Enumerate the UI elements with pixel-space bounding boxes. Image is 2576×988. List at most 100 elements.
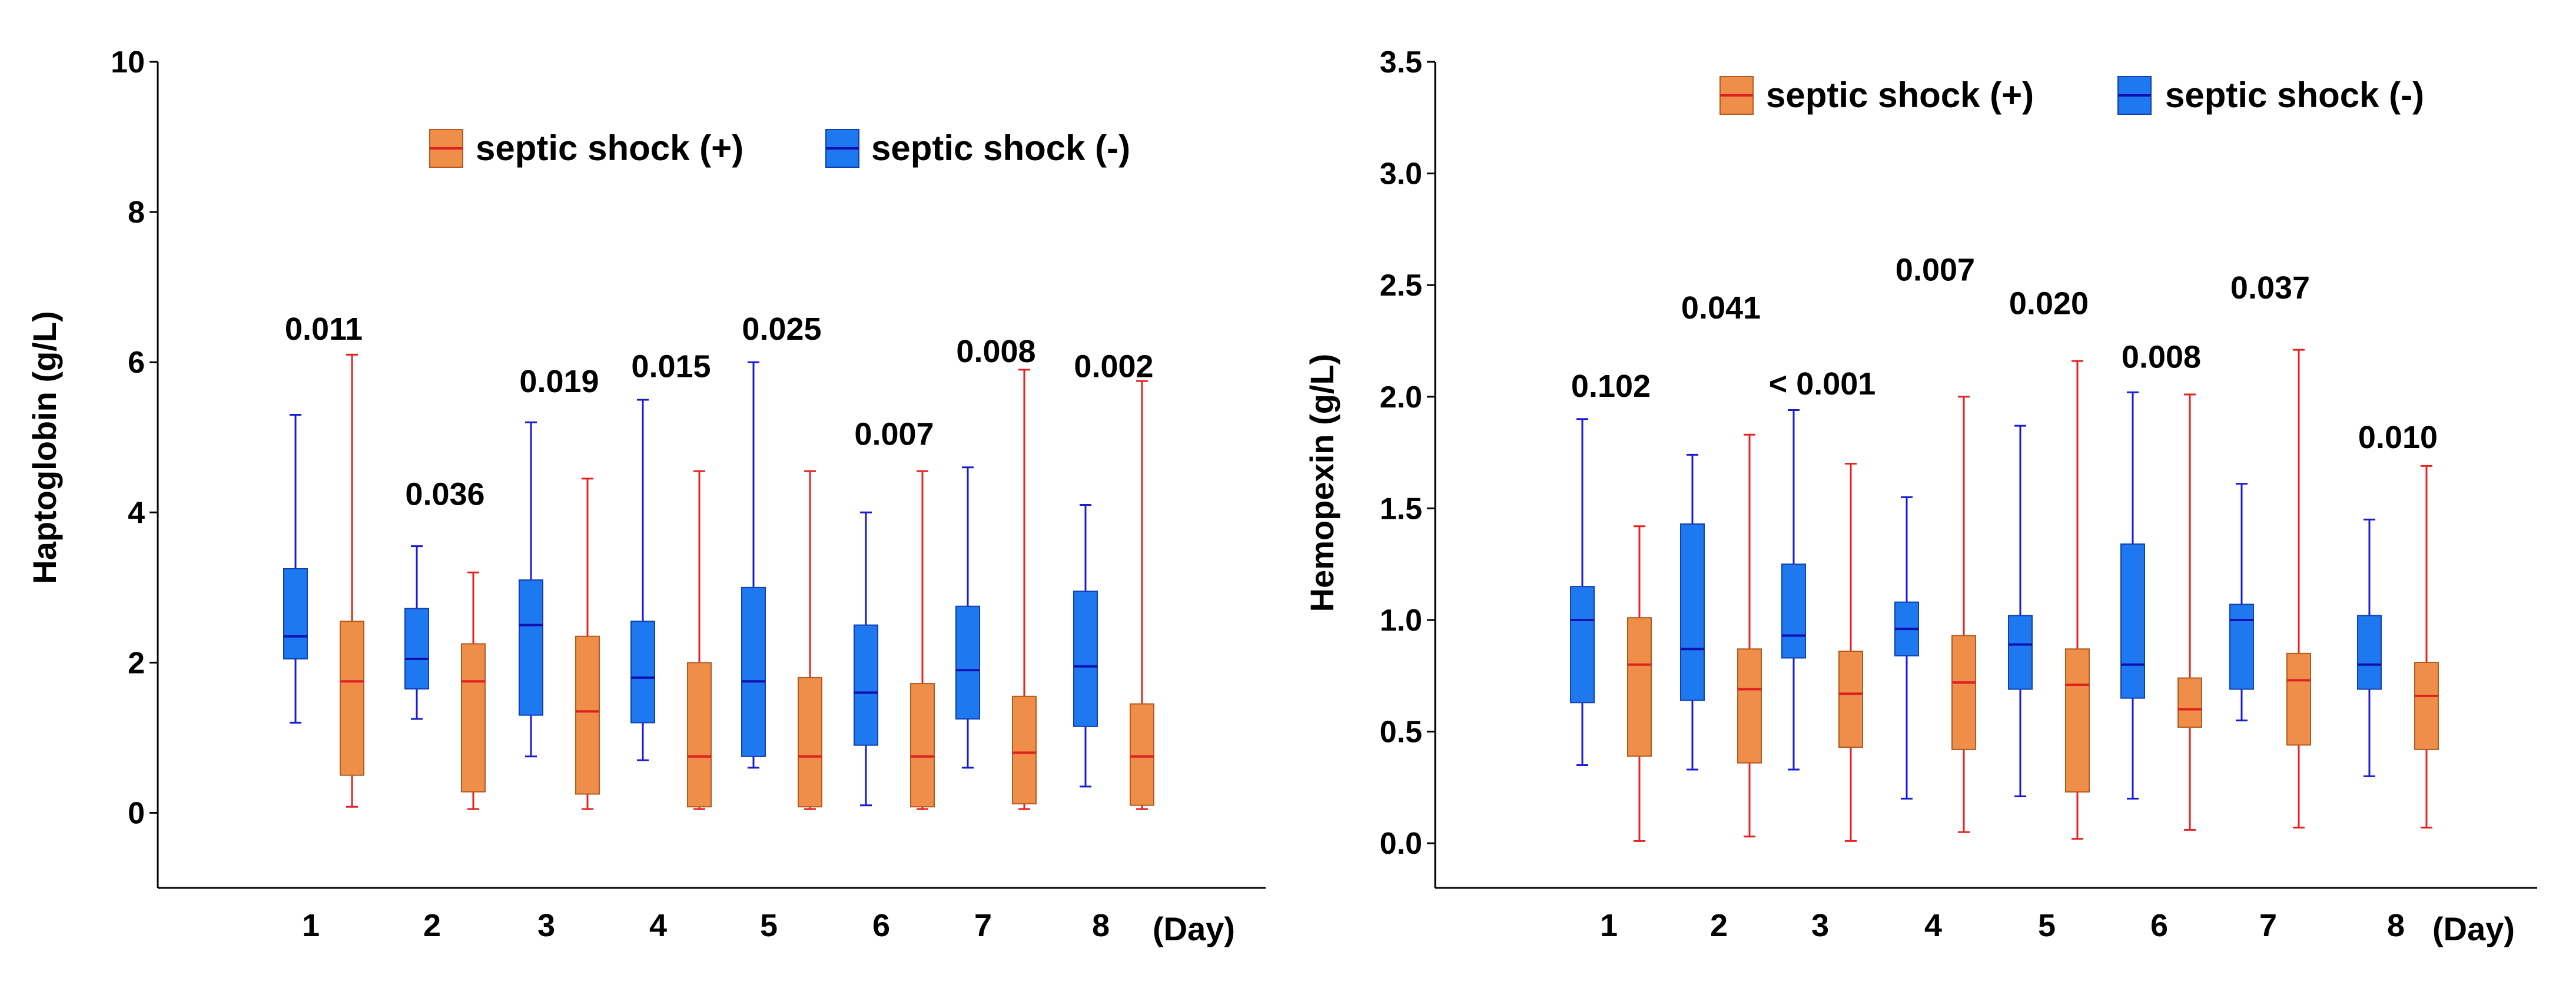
iqr-box	[519, 579, 543, 716]
box-septic-shock-pos-day-5	[2065, 360, 2090, 840]
x-tick-label: 7	[974, 908, 992, 943]
iqr-box	[687, 662, 712, 808]
p-value-label: 0.036	[405, 477, 484, 512]
iqr-box	[404, 608, 429, 690]
y-tick-label: 6	[128, 346, 145, 380]
iqr-box	[340, 621, 364, 776]
iqr-box	[1838, 651, 1863, 748]
p-value-label: 0.008	[2122, 339, 2201, 374]
y-tick-label: 0.0	[1380, 827, 1422, 861]
y-tick-label: 0	[128, 796, 145, 830]
iqr-box	[910, 683, 935, 808]
iqr-box	[575, 635, 600, 795]
iqr-box	[630, 621, 655, 724]
x-tick-label: 2	[1710, 908, 1728, 943]
y-tick-label: 8	[128, 195, 145, 230]
iqr-box	[2286, 652, 2311, 746]
iqr-box	[1680, 523, 1705, 701]
iqr-box	[2177, 677, 2202, 728]
y-tick-label: 2.0	[1380, 380, 1422, 415]
y-tick-label: 2.5	[1380, 268, 1422, 303]
x-tick-label: 1	[302, 908, 320, 943]
iqr-box	[1627, 617, 1652, 757]
iqr-box	[1570, 586, 1595, 704]
x-tick-label: 5	[760, 908, 778, 943]
x-tick-label: 5	[2038, 908, 2056, 943]
box-septic-shock-neg-day-7	[2229, 483, 2254, 722]
y-tick-label: 3.5	[1380, 45, 1422, 79]
iqr-box	[1781, 563, 1806, 659]
iqr-box	[854, 624, 878, 746]
iqr-box	[1737, 648, 1762, 764]
box-septic-shock-neg-day-3	[519, 421, 543, 758]
x-tick-label: 1	[1600, 908, 1618, 943]
p-value-label: 0.041	[1681, 290, 1761, 326]
iqr-box	[461, 643, 486, 793]
box-septic-shock-pos-day-6	[910, 470, 935, 810]
box-septic-shock-neg-day-5	[2008, 425, 2033, 798]
box-septic-shock-pos-day-6	[2177, 393, 2202, 831]
p-value-label: 0.002	[1074, 349, 1153, 384]
x-tick-label: 3	[1811, 908, 1829, 943]
iqr-box	[2414, 662, 2439, 750]
y-tick-label: 2	[128, 646, 145, 680]
x-tick-label: 6	[872, 908, 890, 943]
box-septic-shock-neg-day-6	[2120, 391, 2145, 800]
p-value-label: 0.007	[854, 416, 934, 452]
y-axis-title: Hemopexin (g/L)	[1303, 354, 1340, 612]
y-tick-label: 0.5	[1380, 715, 1422, 750]
iqr-box	[1012, 695, 1037, 805]
x-tick-label: 6	[2150, 908, 2168, 943]
legend-pos-label: septic shock (+)	[1766, 75, 2034, 115]
x-tick-label: 2	[423, 908, 441, 943]
p-value-label: 0.019	[519, 364, 599, 399]
x-tick-label: 4	[649, 908, 667, 943]
hemopexin-panel: Hemopexin (g/L) septic shock (+) septic …	[1303, 45, 2537, 947]
box-septic-shock-pos-day-4	[687, 470, 712, 810]
x-axis-unit-label: (Day)	[1153, 910, 1235, 947]
x-axis-unit-label: (Day)	[2432, 910, 2515, 947]
box-septic-shock-neg-day-2	[404, 545, 429, 720]
iqr-box	[2357, 615, 2382, 690]
p-value-label: < 0.001	[1769, 366, 1876, 402]
box-septic-shock-pos-day-1	[340, 353, 364, 808]
box-septic-shock-neg-day-1	[1570, 418, 1595, 766]
box-septic-shock-pos-day-2	[1737, 433, 1762, 838]
box-septic-shock-neg-day-7	[955, 466, 980, 769]
p-value-label: 0.015	[631, 349, 711, 384]
box-septic-shock-pos-day-2	[461, 571, 486, 810]
box-septic-shock-pos-day-8	[1130, 380, 1154, 810]
haptoglobin-panel: Haptoglobin (g/L) septic shock (+) septi…	[26, 45, 1266, 947]
iqr-box	[955, 605, 980, 720]
x-tick-label: 4	[1924, 908, 1942, 943]
legend-neg-label: septic shock (-)	[871, 128, 1130, 168]
y-tick-label: 3.0	[1380, 157, 1422, 191]
box-septic-shock-neg-day-8	[2357, 518, 2382, 777]
iqr-box	[1130, 703, 1154, 806]
box-septic-shock-pos-day-5	[798, 470, 822, 810]
legend-pos-label: septic shock (+)	[476, 128, 743, 168]
iqr-box	[798, 677, 822, 808]
iqr-box	[2065, 648, 2090, 793]
iqr-box	[283, 568, 308, 659]
iqr-box	[741, 586, 766, 757]
y-tick-label: 10	[111, 45, 145, 79]
p-value-label: 0.011	[285, 311, 363, 347]
box-septic-shock-pos-day-3	[575, 478, 600, 810]
iqr-box	[2120, 543, 2145, 699]
p-value-label: 0.102	[1571, 369, 1651, 404]
box-septic-shock-neg-day-4	[1894, 496, 1919, 800]
iqr-box	[2229, 604, 2254, 690]
box-septic-shock-neg-day-5	[741, 361, 766, 769]
box-septic-shock-pos-day-1	[1627, 525, 1652, 842]
box-septic-shock-neg-day-2	[1680, 453, 1705, 771]
p-value-label: 0.020	[2009, 286, 2089, 321]
box-septic-shock-pos-day-3	[1838, 463, 1863, 842]
box-septic-shock-pos-day-7	[1012, 369, 1037, 810]
box-septic-shock-pos-day-4	[1951, 396, 1976, 833]
y-tick-label: 1.0	[1380, 604, 1422, 638]
x-tick-label: 7	[2259, 908, 2277, 943]
box-septic-shock-neg-day-8	[1073, 504, 1098, 788]
box-septic-shock-neg-day-6	[854, 511, 878, 807]
